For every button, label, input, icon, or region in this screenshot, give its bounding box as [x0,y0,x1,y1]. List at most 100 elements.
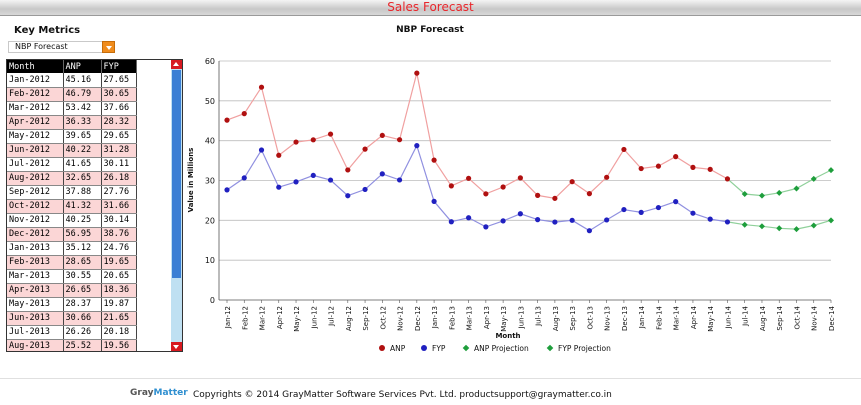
cell-anp: 28.37 [63,297,102,312]
cell-month: Jun-2013 [7,311,64,326]
table-row[interactable]: May-2013 28.37 19.87 [7,297,137,312]
cell-anp: 35.12 [63,241,102,256]
table-row[interactable]: Dec-2012 56.95 38.76 [7,227,137,242]
x-tick-label: Apr-14 [690,305,698,329]
table-row[interactable]: Jul-2013 26.26 20.18 [7,325,137,340]
column-header-month[interactable]: Month [7,60,64,73]
column-header-fyp[interactable]: FYP [101,60,137,73]
table-row[interactable]: Apr-2013 26.65 18.36 [7,283,137,298]
table-row[interactable]: Oct-2012 41.32 31.66 [7,199,137,214]
x-tick-label: Jun-14 [724,305,732,329]
anp-projection-point [810,175,817,182]
cell-month: Apr-2012 [7,115,64,130]
table-row[interactable]: Aug-2013 25.52 19.56 [7,339,137,351]
fyp-point [621,206,627,213]
table-row[interactable]: Jan-2013 35.12 24.76 [7,241,137,256]
table-row[interactable]: Mar-2012 53.42 37.66 [7,101,137,116]
x-tick-label: Nov-14 [811,305,819,330]
table-row[interactable]: Feb-2013 28.65 19.65 [7,255,137,270]
fyp-point [483,224,489,230]
cell-anp: 32.65 [63,171,102,186]
cell-fyp: 30.65 [101,87,137,102]
scroll-up-icon[interactable] [171,60,182,69]
cell-fyp: 18.36 [101,283,137,298]
fyp-point [362,186,368,193]
cell-month: Sep-2012 [7,185,64,200]
cell-fyp: 27.76 [101,185,137,200]
table-row[interactable]: Jan-2012 45.16 27.65 [7,73,137,88]
fyp-point [466,215,472,221]
legend-marker-fyp-projection [546,344,554,352]
anp-point [621,146,627,153]
fyp-projection-point [758,223,765,230]
fyp-point [293,179,299,185]
cell-anp: 40.22 [63,143,102,158]
anp-point [414,70,420,76]
legend-label-anp: ANP [390,344,406,353]
anp-point [224,117,230,123]
cell-month: Nov-2012 [7,213,64,228]
fyp-point [535,217,541,223]
x-tick-label: Feb-13 [448,306,456,330]
fyp-series-line [226,143,728,232]
chart-title: NBP Forecast [396,25,464,35]
cell-month: Dec-2012 [7,227,64,242]
cell-fyp: 31.28 [101,143,137,158]
table-row[interactable]: Jul-2012 41.65 30.11 [7,157,137,172]
fyp-point [638,209,644,215]
fyp-point [690,210,696,216]
fyp-point [569,217,575,223]
fyp-point [431,198,437,204]
legend-marker-anp-projection [462,344,470,352]
cell-fyp: 38.76 [101,227,137,242]
fyp-point [673,199,679,205]
fyp-point [448,219,454,225]
x-tick-label: May-14 [707,305,715,331]
cell-fyp: 28.32 [101,115,137,130]
scroll-thumb[interactable] [172,70,181,278]
x-tick-label: Jun-13 [517,306,525,329]
x-tick-label: Dec-12 [414,306,422,331]
anp-projection-point [776,189,783,196]
x-tick-label: Jul-12 [328,306,336,327]
fyp-point [655,204,662,211]
x-axis-label: Month [495,332,520,340]
x-tick-label: Aug-13 [552,306,560,331]
table-scrollbar[interactable] [171,60,182,351]
fyp-point [396,177,403,183]
table-row[interactable]: Aug-2012 32.65 26.18 [7,171,137,186]
cell-fyp: 19.65 [101,255,137,270]
cell-fyp: 26.18 [101,171,137,186]
chevron-down-icon[interactable] [102,41,115,53]
cell-anp: 37.88 [63,185,102,200]
x-tick-label: Oct-13 [586,306,594,330]
column-header-anp[interactable]: ANP [63,60,102,73]
y-tick-label: 0 [210,296,215,305]
table-row[interactable]: Nov-2012 40.25 30.14 [7,213,137,228]
x-tick-label: Jan-13 [431,306,439,329]
fyp-point [707,216,713,222]
anp-point [535,192,541,198]
anp-projection-point [828,167,834,174]
anp-point [310,137,316,143]
cell-anp: 56.95 [63,227,102,242]
cell-fyp: 27.65 [101,73,137,88]
anp-point [604,174,610,180]
table-row[interactable]: Feb-2012 46.79 30.65 [7,87,137,102]
anp-point [586,191,592,197]
table-row[interactable]: Jun-2012 40.22 31.28 [7,143,137,158]
table-row[interactable]: Mar-2013 30.55 20.65 [7,269,137,284]
x-tick-label: Mar-13 [466,306,474,330]
scroll-down-icon[interactable] [171,342,182,351]
anp-projection-point [793,185,800,192]
cell-anp: 25.52 [63,339,102,351]
table-row[interactable]: May-2012 39.65 29.65 [7,129,137,144]
table-row[interactable]: Apr-2012 36.33 28.32 [7,115,137,130]
anp-point [466,175,472,181]
table-row[interactable]: Jun-2013 30.66 21.65 [7,311,137,326]
metric-select[interactable]: NBP Forecast [8,41,115,53]
anp-point [690,164,696,170]
table-row[interactable]: Sep-2012 37.88 27.76 [7,185,137,200]
cell-month: Oct-2012 [7,199,64,214]
fyp-point [552,219,558,225]
